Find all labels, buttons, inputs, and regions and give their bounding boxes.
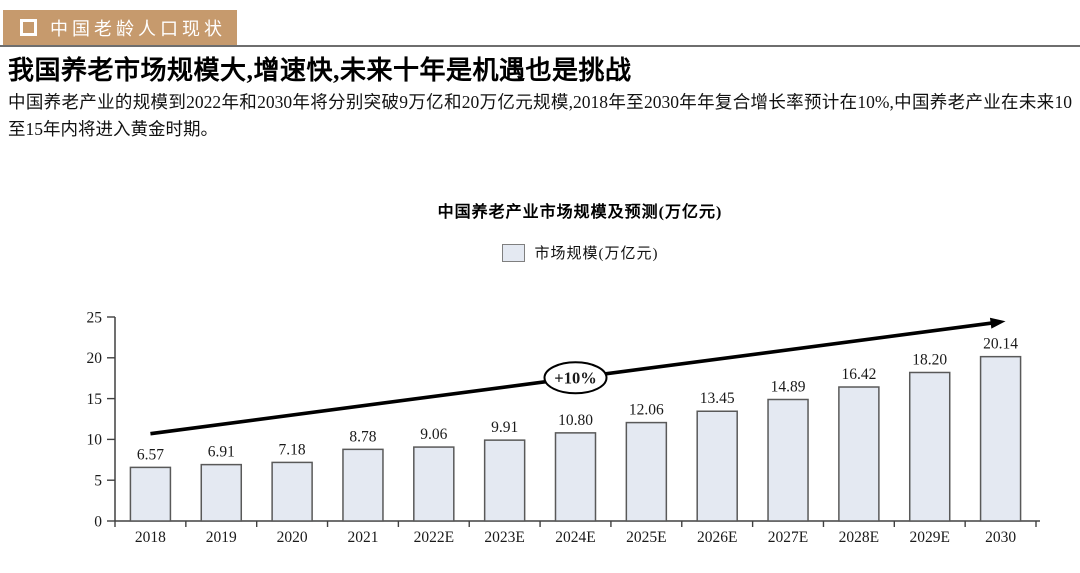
bar bbox=[908, 371, 951, 522]
bar bbox=[342, 448, 384, 522]
bar bbox=[554, 432, 597, 522]
x-axis-category-label: 2029E bbox=[909, 529, 949, 546]
x-axis-category-label: 2025E bbox=[626, 529, 666, 546]
bar bbox=[838, 386, 880, 522]
x-axis-category-label: 2019 bbox=[206, 529, 237, 546]
header-divider bbox=[0, 45, 1080, 47]
bar-value-label: 14.89 bbox=[771, 378, 806, 395]
bar-value-label: 9.06 bbox=[420, 426, 447, 443]
page-title: 我国养老市场规模大,增速快,未来十年是机遇也是挑战 bbox=[8, 56, 632, 85]
bar bbox=[200, 463, 243, 522]
growth-rate-badge bbox=[543, 361, 608, 395]
bar-value-label: 6.57 bbox=[137, 446, 164, 463]
y-axis-label: 10 bbox=[87, 432, 103, 449]
x-axis-category-label: 2030 bbox=[985, 529, 1016, 546]
bar-chart-svg: 0 5 10 15 20 25 6.57 2018 6.91 2019 7.18 2020 8.78 20… bbox=[87, 309, 1040, 546]
legend-label: 市场规模(万亿元) bbox=[534, 246, 659, 262]
bar-value-label: 10.80 bbox=[558, 412, 593, 429]
x-axis-category-label: 2024E bbox=[555, 529, 595, 546]
bar bbox=[767, 398, 809, 522]
x-axis-category-label: 2020 bbox=[277, 529, 308, 546]
x-axis-category-label: 2018 bbox=[135, 529, 166, 546]
y-axis-label: 20 bbox=[87, 350, 103, 367]
x-axis-category-label: 2021 bbox=[347, 529, 378, 546]
square-outline-icon bbox=[20, 19, 37, 36]
x-axis-category-label: 2022E bbox=[414, 529, 454, 546]
y-axis-label: 5 bbox=[94, 472, 102, 489]
bar bbox=[413, 446, 455, 522]
x-axis-category-label: 2027E bbox=[768, 529, 808, 546]
chart-title: 中国养老产业市场规模及预测(万亿元) bbox=[437, 204, 723, 221]
bar-value-label: 20.14 bbox=[983, 336, 1018, 353]
bar bbox=[979, 355, 1022, 522]
bar-value-label: 13.45 bbox=[700, 390, 735, 407]
legend-swatch bbox=[501, 243, 525, 262]
section-banner: 中国老龄人口现状 bbox=[3, 10, 237, 45]
x-axis-category-label: 2026E bbox=[697, 529, 737, 546]
bar-value-label: 6.91 bbox=[208, 444, 235, 461]
bar bbox=[271, 461, 313, 522]
bar-value-label: 9.91 bbox=[491, 419, 518, 436]
bar bbox=[129, 466, 172, 522]
y-axis-label: 25 bbox=[87, 309, 103, 326]
bar-value-label: 7.18 bbox=[279, 441, 306, 458]
bar-value-label: 8.78 bbox=[349, 428, 376, 445]
trend-arrowhead bbox=[989, 317, 1006, 329]
y-axis-label: 0 bbox=[94, 513, 102, 530]
bar bbox=[483, 439, 526, 522]
x-axis-category-label: 2023E bbox=[484, 529, 524, 546]
section-label: 中国老龄人口现状 bbox=[50, 18, 226, 39]
chart-legend: 市场规模(万亿元) bbox=[80, 242, 1080, 263]
y-axis-label: 15 bbox=[87, 391, 103, 408]
bar-value-label: 18.20 bbox=[912, 351, 947, 368]
bar-value-label: 16.42 bbox=[841, 366, 876, 383]
bar bbox=[625, 421, 668, 522]
bar-value-label: 12.06 bbox=[629, 402, 664, 419]
body-paragraph: 中国养老产业的规模到2022年和2030年将分别突破9万亿和20万亿元规模,20… bbox=[8, 92, 1072, 140]
growth-rate-label: +10% bbox=[554, 369, 596, 388]
bar bbox=[696, 410, 738, 522]
x-axis-category-label: 2028E bbox=[839, 529, 879, 546]
